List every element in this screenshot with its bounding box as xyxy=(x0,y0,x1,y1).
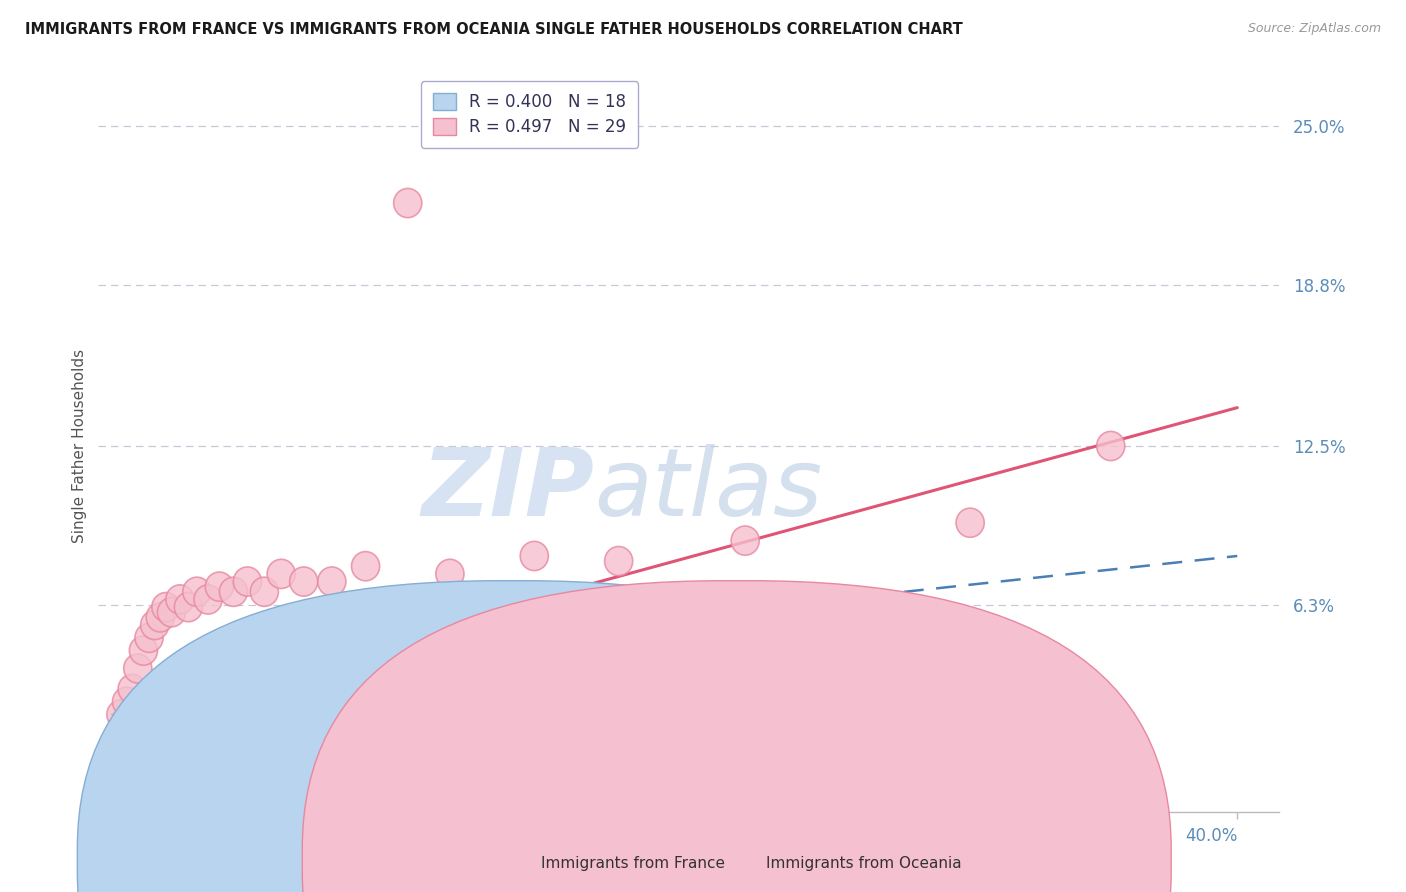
Ellipse shape xyxy=(290,567,318,596)
Ellipse shape xyxy=(141,610,169,640)
Ellipse shape xyxy=(121,705,149,734)
Ellipse shape xyxy=(118,674,146,704)
Ellipse shape xyxy=(129,636,157,665)
Ellipse shape xyxy=(107,700,135,729)
Legend: R = 0.400   N = 18, R = 0.497   N = 29: R = 0.400 N = 18, R = 0.497 N = 29 xyxy=(420,81,638,148)
Ellipse shape xyxy=(337,628,366,657)
Ellipse shape xyxy=(135,695,163,724)
Ellipse shape xyxy=(166,585,194,614)
Text: Immigrants from Oceania: Immigrants from Oceania xyxy=(766,856,962,871)
Ellipse shape xyxy=(205,572,233,601)
Ellipse shape xyxy=(155,695,183,724)
Y-axis label: Single Father Households: Single Father Households xyxy=(72,349,87,543)
Ellipse shape xyxy=(318,567,346,596)
Ellipse shape xyxy=(104,725,132,755)
Text: IMMIGRANTS FROM FRANCE VS IMMIGRANTS FROM OCEANIA SINGLE FATHER HOUSEHOLDS CORRE: IMMIGRANTS FROM FRANCE VS IMMIGRANTS FRO… xyxy=(25,22,963,37)
Ellipse shape xyxy=(436,618,464,648)
Ellipse shape xyxy=(152,592,180,622)
Text: 40.0%: 40.0% xyxy=(1185,827,1237,845)
Ellipse shape xyxy=(394,188,422,218)
Ellipse shape xyxy=(605,547,633,575)
Ellipse shape xyxy=(956,508,984,537)
Ellipse shape xyxy=(124,654,152,683)
Ellipse shape xyxy=(352,551,380,581)
Text: Immigrants from France: Immigrants from France xyxy=(541,856,725,871)
Text: atlas: atlas xyxy=(595,444,823,535)
Text: 0.0%: 0.0% xyxy=(112,827,155,845)
Ellipse shape xyxy=(520,541,548,571)
Ellipse shape xyxy=(129,713,157,742)
Ellipse shape xyxy=(267,559,295,589)
Ellipse shape xyxy=(110,739,138,767)
Ellipse shape xyxy=(731,526,759,555)
Ellipse shape xyxy=(141,705,169,734)
Ellipse shape xyxy=(194,585,222,614)
Ellipse shape xyxy=(250,577,278,607)
Ellipse shape xyxy=(149,687,177,716)
Ellipse shape xyxy=(169,680,197,708)
Ellipse shape xyxy=(183,577,211,607)
Ellipse shape xyxy=(174,592,202,622)
Ellipse shape xyxy=(534,610,562,640)
Ellipse shape xyxy=(233,567,262,596)
Ellipse shape xyxy=(1097,432,1125,460)
Ellipse shape xyxy=(118,713,146,742)
Ellipse shape xyxy=(124,721,152,749)
Ellipse shape xyxy=(112,721,141,749)
Ellipse shape xyxy=(115,731,143,760)
Ellipse shape xyxy=(112,687,141,716)
Ellipse shape xyxy=(135,624,163,652)
Ellipse shape xyxy=(127,700,155,729)
Text: Source: ZipAtlas.com: Source: ZipAtlas.com xyxy=(1247,22,1381,36)
Ellipse shape xyxy=(146,603,174,632)
Text: ZIP: ZIP xyxy=(422,444,595,536)
Ellipse shape xyxy=(436,559,464,589)
Ellipse shape xyxy=(219,577,247,607)
Ellipse shape xyxy=(157,598,186,627)
Ellipse shape xyxy=(239,644,267,673)
